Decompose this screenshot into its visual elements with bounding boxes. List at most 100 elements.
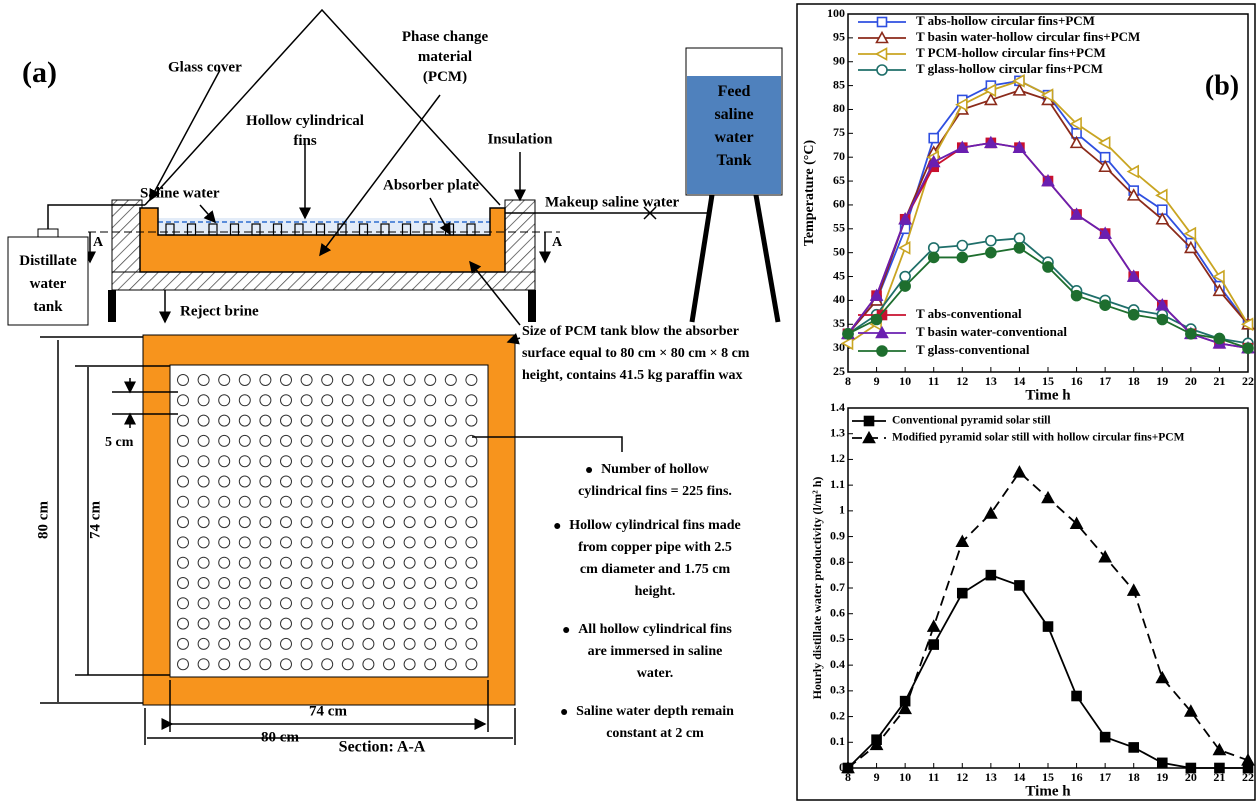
marker <box>929 134 938 143</box>
marker <box>958 589 967 598</box>
label-line: Hollow cylindrical <box>246 113 364 129</box>
bullet-dot <box>554 523 560 529</box>
y-tick-label: 90 <box>833 53 845 67</box>
label: Reject brine <box>180 303 259 319</box>
marker <box>1043 493 1054 503</box>
marker <box>1158 758 1167 767</box>
figure: (a)Glass coverPhase changematerial(PCM)H… <box>0 0 1258 802</box>
x-tick-label: 12 <box>956 374 968 388</box>
bullet-line: height. <box>635 584 676 599</box>
label-line: height, contains 41.5 kg paraffin wax <box>522 368 743 383</box>
marker <box>1100 137 1110 148</box>
y-axis-title: Hourly distillate water productivity (l/… <box>810 477 824 700</box>
bullet-line: All hollow cylindrical fins <box>578 622 732 637</box>
y-tick-label: 0.3 <box>830 683 845 697</box>
legend-marker <box>877 346 887 356</box>
label: Size of PCM tank blow the absorbersurfac… <box>522 324 750 383</box>
legend-label: T basin water-hollow circular fins+PCM <box>916 29 1140 44</box>
section-basin <box>170 365 488 677</box>
leg <box>756 195 778 322</box>
y-tick-label: 95 <box>833 30 845 44</box>
marker <box>1129 743 1138 752</box>
y-tick-label: 70 <box>833 149 845 163</box>
series-line <box>848 575 1248 768</box>
marker <box>900 272 910 282</box>
label-line: material <box>418 49 472 65</box>
y-tick-label: 40 <box>833 292 845 306</box>
y-tick-label: 1.3 <box>830 425 845 439</box>
marker <box>843 329 853 339</box>
marker <box>957 252 967 262</box>
marker <box>1014 243 1024 253</box>
x-axis-title: Time h <box>1025 387 1071 403</box>
leg <box>108 290 116 322</box>
label-line: Size of PCM tank blow the absorber <box>522 324 739 339</box>
label: A <box>552 235 563 250</box>
label-line: water <box>30 276 67 292</box>
tank-cap <box>38 229 58 237</box>
y-tick-label: 80 <box>833 101 845 115</box>
marker <box>986 248 996 258</box>
label: Hollow cylindricalfins <box>246 113 364 149</box>
label: Absorber plate <box>383 177 479 193</box>
bullet-line: Hollow cylindrical fins made <box>569 518 741 533</box>
x-tick-label: 15 <box>1042 770 1054 784</box>
y-tick-label: 0.1 <box>830 734 845 748</box>
label: Section: A-A <box>339 739 426 756</box>
y-tick-label: 55 <box>833 221 845 235</box>
label: Saline water <box>140 185 220 201</box>
label-line: Feed <box>718 83 751 100</box>
marker <box>1072 291 1082 301</box>
x-tick-label: 16 <box>1071 770 1083 784</box>
x-tick-label: 9 <box>874 374 880 388</box>
x-tick-label: 20 <box>1185 374 1197 388</box>
series-line <box>848 472 1248 768</box>
bullet-line: cylindrical fins = 225 fins. <box>578 484 732 499</box>
y-tick-label: 0.5 <box>830 631 845 645</box>
label-line: tank <box>33 299 63 315</box>
marker <box>1014 467 1025 477</box>
y-tick-label: 45 <box>833 268 845 282</box>
label-line: Tank <box>717 152 752 169</box>
marker <box>1157 314 1167 324</box>
leg <box>528 290 536 322</box>
label: 80 cm <box>261 729 299 745</box>
marker <box>1014 233 1024 243</box>
marker <box>872 314 882 324</box>
x-tick-label: 14 <box>1013 374 1025 388</box>
leg <box>692 195 712 322</box>
x-axis-title: Time h <box>1025 783 1071 799</box>
x-tick-label: 18 <box>1128 770 1140 784</box>
y-tick-label: 0.8 <box>830 554 845 568</box>
bullet-text: Number of hollow cylindrical fins = 225 f… <box>578 462 732 499</box>
x-tick-label: 19 <box>1156 374 1168 388</box>
y-tick-label: 0.4 <box>830 657 845 671</box>
marker <box>1186 764 1195 773</box>
legend-label: T PCM-hollow circular fins+PCM <box>916 45 1106 60</box>
marker <box>1129 310 1139 320</box>
y-tick-label: 1.2 <box>830 451 845 465</box>
label-line: Phase change <box>402 29 489 45</box>
bullet-dot <box>586 467 592 473</box>
y-tick-label: 0.6 <box>830 605 845 619</box>
marker <box>929 252 939 262</box>
x-tick-label: 13 <box>985 374 997 388</box>
bullet-line: Number of hollow <box>601 462 710 477</box>
y-tick-label: 1 <box>839 503 845 517</box>
legend-marker <box>877 65 887 75</box>
legend-label: T glass-hollow circular fins+PCM <box>916 61 1103 76</box>
marker <box>1186 329 1196 339</box>
pcm-tank <box>140 208 505 272</box>
marker <box>1157 673 1168 683</box>
marker <box>1128 585 1139 595</box>
bullet-line: Saline water depth remain <box>576 704 734 719</box>
legend-label: T basin water-conventional <box>916 324 1067 339</box>
marker <box>929 640 938 649</box>
legend-label: Modified pyramid solar still with hollow… <box>892 432 1185 444</box>
x-tick-label: 14 <box>1013 770 1025 784</box>
y-tick-label: 35 <box>833 316 845 330</box>
bullet-text: Saline water depth remainconstant at 2 c… <box>576 704 734 741</box>
marker <box>1243 343 1253 353</box>
